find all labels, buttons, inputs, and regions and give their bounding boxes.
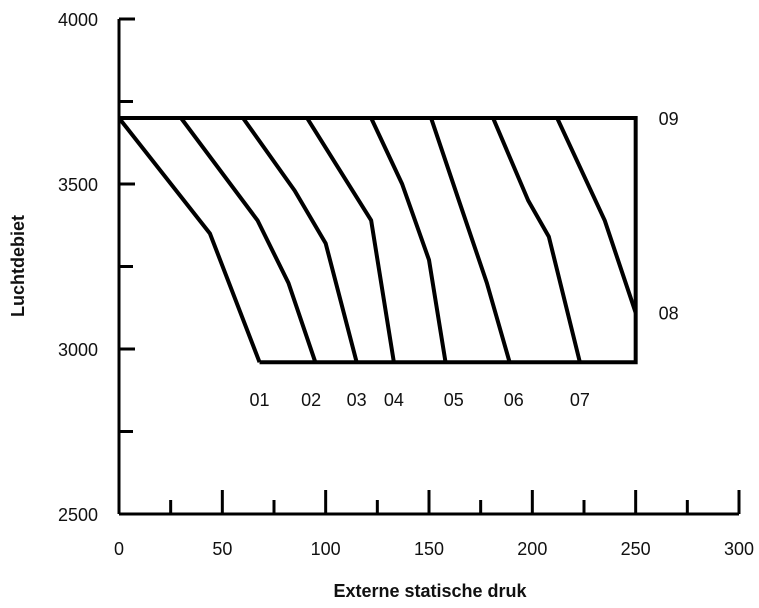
curve-02	[179, 116, 318, 363]
curve-08	[555, 117, 638, 314]
envelope	[119, 116, 638, 365]
curve-label-03: 03	[347, 390, 367, 410]
y-tick-label: 3500	[58, 175, 98, 195]
x-tick-label: 50	[212, 539, 232, 559]
x-tick-label: 250	[621, 539, 651, 559]
curve-label-05: 05	[444, 390, 464, 410]
x-tick-label: 0	[114, 539, 124, 559]
curve-05	[369, 117, 448, 363]
y-tick-label: 3000	[58, 340, 98, 360]
curve-label-02: 02	[301, 390, 321, 410]
x-tick-label: 150	[414, 539, 444, 559]
curve-01	[117, 116, 262, 363]
y-tick-label: 2500	[58, 505, 98, 525]
curve-label-09: 09	[659, 109, 679, 129]
x-tick-label: 200	[517, 539, 547, 559]
envelope-outline	[119, 116, 638, 365]
curve-06	[429, 117, 512, 363]
curve-04	[305, 116, 396, 363]
curve-label-01: 01	[250, 390, 270, 410]
x-axis-title: Externe statische druk	[333, 581, 527, 601]
curve-label-04: 04	[384, 390, 404, 410]
curves	[117, 116, 638, 363]
curve-label-07: 07	[570, 390, 590, 410]
y-axis-title: Luchtdebiet	[8, 215, 28, 317]
x-tick-label: 300	[724, 539, 754, 559]
curve-label-08: 08	[659, 304, 679, 324]
curve-03	[241, 116, 359, 363]
x-tick-label: 100	[311, 539, 341, 559]
y-tick-label: 4000	[58, 10, 98, 30]
curve-label-06: 06	[504, 390, 524, 410]
curve-07	[491, 117, 582, 363]
labels: 01 02 03 04 05 06 07 08 09	[250, 109, 679, 410]
